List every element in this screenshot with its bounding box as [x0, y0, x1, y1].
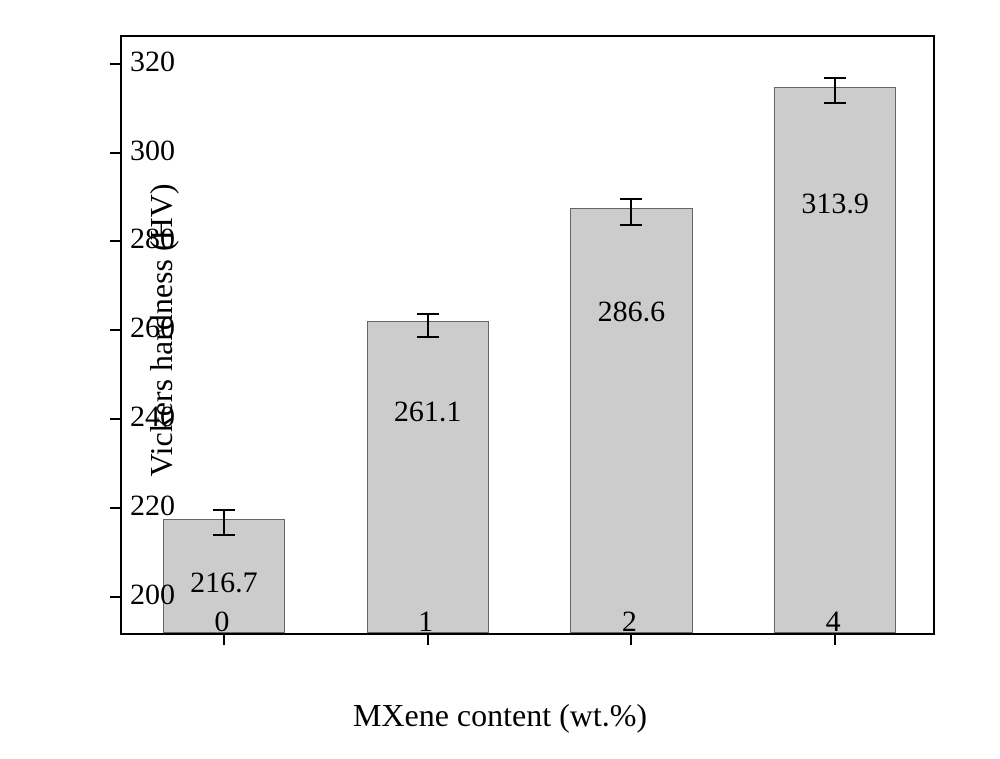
- x-tick-label: 0: [214, 605, 229, 639]
- error-bar: [630, 199, 632, 226]
- x-axis-label: MXene content (wt.%): [353, 697, 647, 734]
- y-tick: [110, 63, 122, 65]
- x-tick-label: 4: [826, 605, 841, 639]
- bar-value-label: 286.6: [598, 295, 666, 329]
- bar-value-label: 216.7: [190, 566, 258, 600]
- error-bar: [223, 510, 225, 535]
- bar-value-label: 313.9: [801, 187, 869, 221]
- error-cap: [213, 534, 235, 536]
- error-cap: [824, 102, 846, 104]
- y-tick: [110, 240, 122, 242]
- y-tick: [110, 507, 122, 509]
- y-tick: [110, 329, 122, 331]
- x-tick-label: 2: [622, 605, 637, 639]
- error-cap: [417, 336, 439, 338]
- y-tick-label: 240: [130, 400, 175, 434]
- error-cap: [417, 313, 439, 315]
- bar: [774, 87, 896, 633]
- error-cap: [620, 224, 642, 226]
- y-tick-label: 260: [130, 311, 175, 345]
- x-tick-label: 1: [418, 605, 433, 639]
- y-tick-label: 220: [130, 489, 175, 523]
- error-cap: [213, 509, 235, 511]
- bar: [570, 208, 692, 633]
- bar: [367, 321, 489, 633]
- error-cap: [824, 77, 846, 79]
- error-cap: [620, 198, 642, 200]
- y-tick: [110, 596, 122, 598]
- y-tick: [110, 152, 122, 154]
- y-tick-label: 200: [130, 578, 175, 612]
- error-bar: [834, 78, 836, 103]
- chart-plot-area: 216.7 261.1 286.6 313.9: [120, 35, 935, 635]
- bar-value-label: 261.1: [394, 395, 462, 429]
- y-tick-label: 300: [130, 134, 175, 168]
- y-tick-label: 280: [130, 222, 175, 256]
- error-bar: [427, 314, 429, 336]
- y-tick-label: 320: [130, 45, 175, 79]
- y-tick: [110, 418, 122, 420]
